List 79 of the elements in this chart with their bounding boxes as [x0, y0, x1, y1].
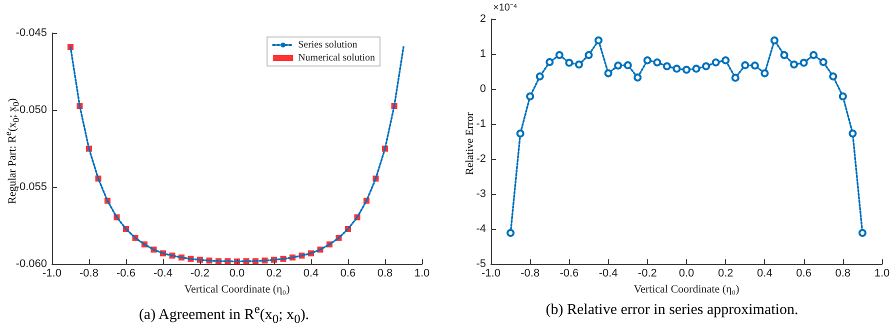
point	[780, 51, 788, 60]
point	[634, 73, 642, 82]
point	[526, 92, 534, 100]
point	[574, 60, 583, 69]
y-tick-label: 1	[480, 48, 486, 60]
point	[810, 51, 818, 60]
y-tick-label: -0.055	[16, 181, 47, 194]
point	[790, 60, 798, 69]
point	[838, 92, 847, 100]
x-tick-label: 0.0	[229, 268, 245, 280]
point	[604, 69, 612, 78]
point	[829, 72, 838, 80]
point	[722, 56, 730, 64]
x-axis-title: Vertical Coordinate (η₀)	[184, 284, 290, 296]
point	[702, 62, 710, 70]
x-tick-label: 1.0	[874, 268, 890, 280]
point	[741, 61, 750, 70]
x-tick-label: -0.4	[154, 268, 172, 280]
y-tick-label: -1	[476, 118, 486, 130]
point	[731, 74, 740, 82]
x-tick-label: -0.4	[598, 268, 618, 280]
x-tick-label: 0.4	[757, 268, 772, 280]
legend-label: Numerical solution	[298, 52, 376, 64]
x-tick-label: 0.6	[340, 268, 356, 280]
y-tick-label: -5	[476, 258, 486, 270]
point	[712, 58, 720, 66]
point	[692, 64, 700, 73]
point	[770, 36, 778, 44]
text: (b) Relative error in series approximation.	[544, 302, 800, 319]
point	[643, 56, 652, 64]
point	[662, 62, 671, 70]
point	[858, 228, 866, 237]
x-axis-title: Vertical Coordinate (η₀)	[634, 284, 740, 296]
x-tick-label: 0.8	[835, 268, 851, 280]
x-tick-label: 0.6	[796, 268, 812, 280]
x-tick-label: -0.6	[560, 268, 579, 280]
x-tick-label: -0.6	[116, 268, 136, 280]
y-tick-label: -0.060	[16, 258, 47, 270]
y-tick-label: -2	[476, 153, 486, 166]
point	[653, 58, 662, 66]
y-tick-label: 2	[480, 13, 486, 25]
y-tick-label: -0.050	[16, 104, 47, 116]
x-tick-label: 0.8	[377, 268, 393, 280]
point	[800, 58, 808, 67]
point	[594, 36, 603, 44]
point	[506, 228, 515, 237]
point	[565, 58, 574, 67]
y-tick-label: -0.045	[16, 27, 47, 39]
x-tick-label: -1.0	[42, 268, 62, 280]
point	[584, 51, 593, 60]
text: ×10⁻⁴	[493, 2, 518, 14]
point	[546, 58, 554, 66]
x-tick-label: 0.4	[303, 268, 319, 280]
point	[819, 58, 828, 66]
point	[848, 130, 857, 138]
x-tick-label: -1.0	[482, 268, 500, 280]
legend-label: Series solution	[298, 40, 358, 50]
x-tick-label: 0.0	[678, 268, 694, 280]
point	[682, 66, 690, 74]
point	[536, 72, 544, 80]
point	[672, 64, 681, 73]
point	[516, 130, 524, 138]
x-tick-label: 1.0	[414, 268, 430, 280]
y-axis-title: Relative Error	[464, 112, 476, 174]
text: (a) Agreement in R$^{e}$(x$_{0}$; x$_{0}$).	[138, 302, 310, 327]
x-tick-label: -0.8	[520, 268, 540, 280]
y-tick-label: -4	[476, 223, 486, 236]
y-tick-label: 0	[480, 83, 486, 96]
x-tick-label: 0.2	[718, 268, 734, 280]
y-tick-label: -3	[476, 188, 486, 200]
point	[555, 51, 564, 60]
x-tick-label: -0.8	[80, 268, 98, 280]
x-tick-label: -0.2	[638, 268, 657, 280]
point	[614, 62, 622, 70]
x-tick-label: 0.2	[266, 268, 282, 280]
point	[750, 62, 759, 70]
point	[624, 61, 632, 70]
point	[760, 69, 769, 78]
x-tick-label: -0.2	[190, 268, 210, 280]
